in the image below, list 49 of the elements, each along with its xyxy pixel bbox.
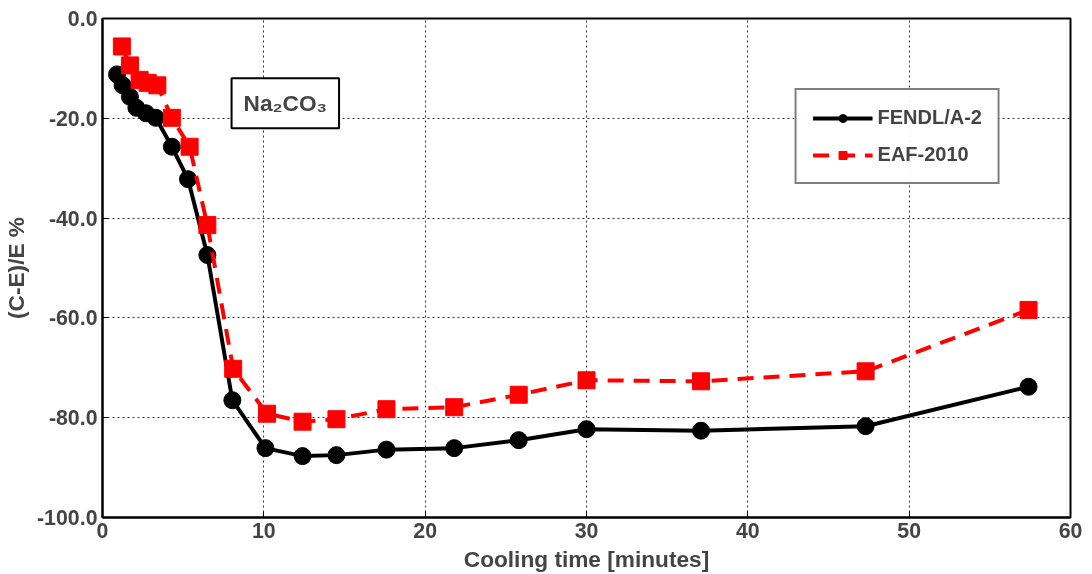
point bbox=[327, 446, 346, 465]
point bbox=[180, 137, 199, 156]
point bbox=[1019, 300, 1038, 319]
legend-label: EAF-2010 bbox=[877, 143, 969, 166]
point bbox=[856, 362, 875, 381]
point bbox=[223, 391, 242, 410]
point bbox=[577, 420, 596, 439]
x-axis-title: Cooling time [minutes] bbox=[463, 545, 710, 572]
point bbox=[377, 440, 396, 459]
annotation: Na₂CO₃ bbox=[243, 90, 328, 117]
y-axis-title: (C-E)/E % bbox=[3, 217, 30, 319]
point bbox=[445, 439, 464, 458]
x-tick-label: 60 bbox=[1058, 518, 1083, 543]
point bbox=[258, 404, 277, 423]
point bbox=[377, 400, 396, 419]
point bbox=[1019, 377, 1038, 396]
x-tick-label: 0 bbox=[96, 518, 109, 543]
x-tick-label: 50 bbox=[897, 518, 922, 543]
point bbox=[224, 359, 243, 378]
y-tick-label: -40.0 bbox=[48, 206, 98, 231]
point bbox=[293, 447, 312, 466]
point bbox=[692, 421, 711, 440]
x-tick-label: 20 bbox=[413, 518, 438, 543]
point bbox=[327, 410, 346, 429]
point bbox=[577, 371, 596, 390]
point bbox=[162, 137, 181, 156]
y-tick-label: -80.0 bbox=[48, 406, 98, 431]
point bbox=[120, 56, 139, 75]
point bbox=[293, 412, 312, 431]
x-tick-label: 40 bbox=[735, 518, 760, 543]
y-tick-label: -20.0 bbox=[48, 106, 98, 131]
y-tick-label: -60.0 bbox=[48, 306, 98, 331]
point bbox=[198, 216, 217, 235]
point bbox=[445, 398, 464, 417]
y-tick-label: 0.0 bbox=[67, 7, 98, 31]
point bbox=[692, 372, 711, 391]
point bbox=[509, 385, 528, 404]
point bbox=[148, 76, 167, 95]
x-tick-label: 10 bbox=[251, 518, 276, 543]
point bbox=[112, 37, 131, 56]
y-tick-label: -100.0 bbox=[37, 506, 98, 530]
legend-label: FENDL/A-2 bbox=[877, 106, 982, 129]
point bbox=[162, 108, 181, 127]
x-tick-label: 30 bbox=[574, 518, 599, 543]
point bbox=[856, 417, 875, 436]
point bbox=[179, 170, 198, 189]
point bbox=[146, 108, 165, 127]
point bbox=[509, 431, 528, 450]
point bbox=[256, 439, 275, 458]
